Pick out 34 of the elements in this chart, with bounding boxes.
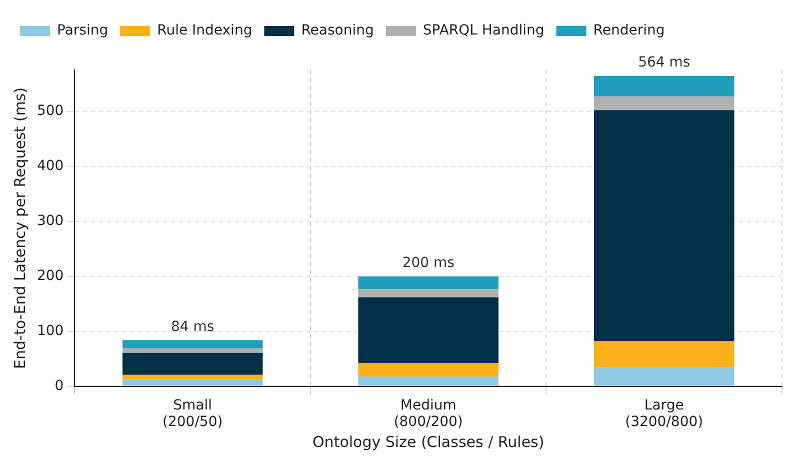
bar: [122, 352, 263, 375]
bar: [122, 340, 263, 348]
legend-label: SPARQL Handling: [422, 22, 544, 39]
bar: [594, 341, 734, 368]
bar: [122, 348, 263, 353]
legend-label: Rendering: [593, 22, 665, 39]
y-tick-label: 200: [36, 268, 64, 284]
y-tick-label: 300: [36, 212, 64, 229]
bar: [358, 363, 498, 376]
bar: [594, 368, 734, 386]
total-label: 564 ms: [638, 54, 690, 71]
total-label: 84 ms: [171, 318, 214, 335]
bar: [358, 289, 498, 298]
y-tick-label: 500: [36, 102, 64, 119]
legend-label: Reasoning: [301, 22, 374, 39]
y-tick-label: 100: [36, 323, 64, 340]
x-tick-label: Small (200/50): [162, 397, 223, 430]
bar: [358, 297, 498, 364]
x-axis-title: Ontology Size (Classes / Rules): [312, 432, 544, 451]
legend-label: Rule Indexing: [157, 22, 252, 39]
x-tick-label: Medium (800/200): [394, 397, 463, 430]
bar: [594, 110, 734, 342]
bar: [358, 376, 498, 386]
bar: [358, 276, 498, 290]
legend-label: Parsing: [57, 22, 108, 39]
bar: [122, 374, 263, 380]
x-tick-label: Large (3200/800): [625, 397, 704, 430]
y-axis-title: End-to-End Latency per Request (ms): [10, 87, 29, 369]
y-tick-label: 0: [54, 378, 64, 394]
bar: [594, 76, 734, 96]
y-tick-label: 400: [36, 158, 64, 174]
bar: [594, 96, 734, 110]
total-label: 200 ms: [402, 254, 454, 271]
bar: [122, 380, 263, 386]
